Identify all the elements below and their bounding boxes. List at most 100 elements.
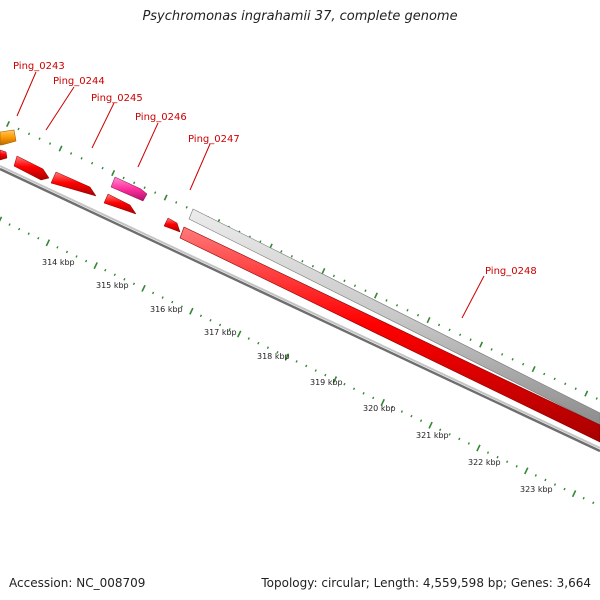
minor-tick bbox=[257, 341, 260, 345]
major-tick bbox=[58, 145, 63, 152]
major-tick bbox=[428, 421, 433, 429]
major-tick bbox=[584, 390, 589, 397]
major-tick bbox=[6, 120, 10, 128]
major-tick bbox=[163, 194, 168, 201]
minor-tick bbox=[353, 284, 357, 288]
ruler-labels: 314 kbp 315 kbp 316 kbp 317 kbp 318 kbp … bbox=[42, 258, 553, 494]
minor-tick bbox=[113, 273, 116, 277]
topology-text: Topology: circular; Length: 4,559,598 bp… bbox=[261, 576, 591, 590]
gene-label: Ping_0243 bbox=[13, 61, 65, 72]
major-tick bbox=[321, 267, 326, 275]
minor-tick bbox=[458, 437, 461, 441]
minor-tick bbox=[448, 433, 451, 436]
minor-tick bbox=[534, 474, 537, 477]
major-tick bbox=[45, 239, 51, 247]
minor-tick bbox=[506, 460, 509, 464]
ruler-label: 323 kbp bbox=[520, 485, 553, 494]
major-tick bbox=[189, 307, 194, 315]
minor-tick bbox=[48, 142, 52, 145]
gene-label: Ping_0245 bbox=[91, 93, 143, 104]
minor-tick bbox=[400, 410, 403, 413]
major-tick bbox=[479, 341, 484, 348]
major-tick bbox=[93, 262, 98, 270]
minor-tick bbox=[469, 338, 472, 341]
minor-tick bbox=[85, 259, 88, 263]
minor-tick bbox=[553, 483, 557, 486]
minor-tick bbox=[324, 373, 327, 377]
minor-tick bbox=[266, 346, 270, 350]
gene-label: Ping_0248 bbox=[485, 266, 537, 277]
gene-label: Ping_0247 bbox=[188, 134, 240, 145]
gene-arrow-pink bbox=[110, 176, 148, 202]
minor-tick bbox=[175, 201, 178, 204]
minor-tick bbox=[37, 236, 40, 240]
minor-tick bbox=[391, 405, 394, 409]
gene-label: Ping_0244 bbox=[53, 76, 105, 87]
major-tick bbox=[0, 216, 3, 222]
minor-tick bbox=[75, 255, 78, 258]
ruler-label: 318 kbp bbox=[257, 352, 290, 361]
minor-tick bbox=[563, 487, 566, 491]
minor-tick bbox=[247, 337, 250, 340]
minor-tick bbox=[467, 442, 470, 445]
minor-tick bbox=[582, 496, 585, 500]
gene-arrow-3 bbox=[50, 171, 97, 197]
minor-tick bbox=[65, 250, 69, 254]
minor-tick bbox=[343, 279, 346, 283]
minor-tick bbox=[180, 305, 183, 308]
major-tick bbox=[531, 366, 536, 373]
minor-tick bbox=[406, 308, 409, 312]
minor-tick bbox=[154, 191, 157, 194]
map-title: Psychromonas ingrahamii 37, complete gen… bbox=[142, 9, 458, 24]
orange-feature bbox=[0, 129, 17, 146]
minor-tick bbox=[362, 392, 365, 395]
minor-tick bbox=[171, 300, 174, 304]
minor-tick bbox=[38, 137, 41, 140]
gene-labels: Ping_0243 Ping_0244 Ping_0245 Ping_0246 … bbox=[13, 61, 537, 277]
ruler-label: 317 kbp bbox=[204, 328, 237, 337]
minor-tick bbox=[143, 186, 146, 190]
minor-tick bbox=[574, 387, 577, 390]
major-tick bbox=[476, 444, 481, 452]
ruler-label: 314 kbp bbox=[42, 258, 75, 267]
minor-tick bbox=[199, 314, 203, 318]
major-tick bbox=[111, 169, 116, 177]
major-tick bbox=[380, 398, 385, 406]
minor-tick bbox=[290, 255, 293, 258]
major-tick bbox=[571, 490, 577, 498]
gene-label: Ping_0246 bbox=[135, 112, 187, 123]
minor-tick bbox=[364, 289, 367, 292]
minor-tick bbox=[8, 223, 11, 226]
outer-tick-track bbox=[6, 120, 598, 400]
ruler-label: 316 kbp bbox=[150, 305, 183, 314]
gene-label-leaders bbox=[16, 71, 485, 319]
minor-tick bbox=[301, 259, 304, 263]
ruler-label: 320 kbp bbox=[363, 404, 396, 413]
minor-tick bbox=[209, 319, 212, 322]
minor-tick bbox=[123, 277, 126, 281]
minor-tick bbox=[280, 250, 283, 253]
gene-arrows bbox=[0, 149, 600, 443]
minor-tick bbox=[27, 232, 30, 235]
ruler-tick-track bbox=[0, 216, 595, 505]
minor-tick bbox=[496, 455, 499, 459]
minor-tick bbox=[311, 264, 314, 268]
minor-tick bbox=[544, 478, 547, 482]
minor-tick bbox=[228, 328, 231, 331]
minor-tick bbox=[161, 296, 164, 299]
minor-tick bbox=[490, 348, 493, 351]
minor-tick bbox=[501, 353, 504, 356]
minor-tick bbox=[104, 268, 107, 272]
minor-tick bbox=[595, 397, 598, 400]
minor-tick bbox=[27, 132, 31, 136]
major-tick bbox=[284, 353, 290, 361]
gene-arrow-4 bbox=[103, 193, 137, 215]
minor-tick bbox=[395, 304, 399, 307]
minor-tick bbox=[372, 396, 375, 400]
minor-tick bbox=[592, 501, 595, 505]
major-tick bbox=[236, 330, 242, 338]
minor-tick bbox=[18, 227, 21, 231]
minor-tick bbox=[17, 127, 20, 131]
minor-tick bbox=[56, 246, 59, 249]
minor-tick bbox=[439, 428, 442, 432]
